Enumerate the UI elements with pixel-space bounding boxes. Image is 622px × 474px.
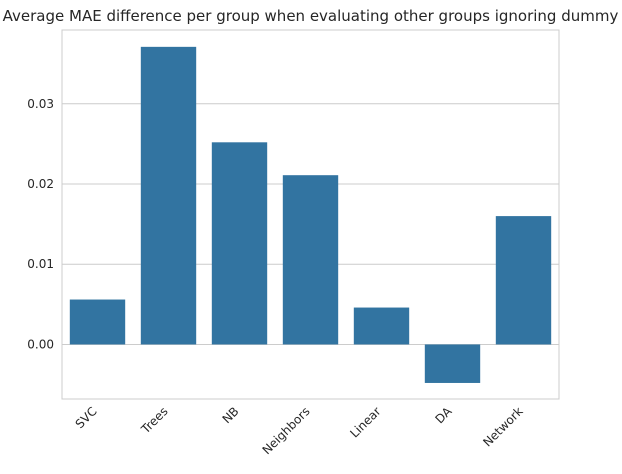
y-tick-label: 0.02 [27, 177, 54, 191]
x-tick-label: DA [433, 404, 456, 427]
bars [69, 46, 552, 383]
x-tick-label: Network [480, 404, 525, 449]
bar-da [424, 344, 481, 383]
x-tick-label: Linear [347, 404, 383, 440]
bar-svc [69, 299, 126, 345]
y-tick-label: 0.00 [27, 337, 54, 351]
x-tick-label: Neighbors [260, 404, 313, 457]
y-axis: 0.00 0.01 0.02 0.03 [27, 97, 54, 352]
bar-linear [353, 307, 410, 345]
chart-title: Average MAE difference per group when ev… [3, 7, 619, 25]
x-tick-label: Trees [138, 404, 171, 437]
bar-nb [211, 142, 268, 345]
plot-frame [61, 29, 560, 400]
bar-network [495, 216, 552, 345]
bar-trees [140, 46, 197, 345]
x-tick-label: SVC [73, 404, 100, 431]
x-axis: SVC Trees NB Neighbors Linear DA Network [73, 404, 526, 458]
bar-neighbors [282, 175, 339, 345]
y-tick-label: 0.01 [27, 257, 54, 271]
y-tick-label: 0.03 [27, 97, 54, 111]
x-tick-label: NB [220, 404, 242, 426]
